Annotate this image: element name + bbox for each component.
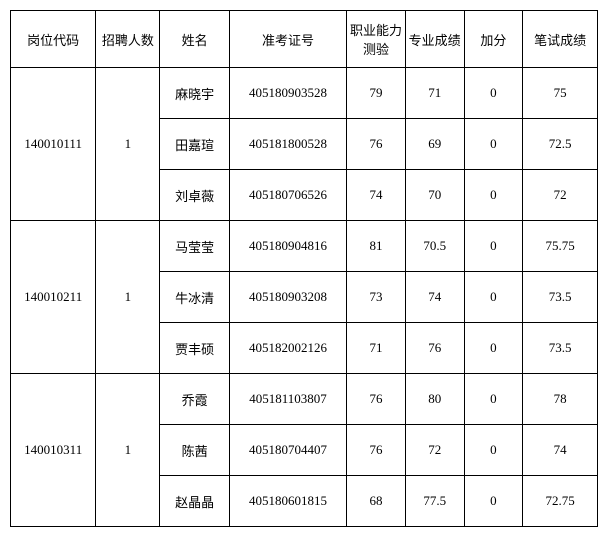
cell-ability: 76 bbox=[347, 374, 406, 425]
cell-name: 乔霞 bbox=[160, 374, 229, 425]
cell-post-code: 140010311 bbox=[11, 374, 96, 527]
cell-bonus: 0 bbox=[464, 221, 523, 272]
cell-exam-no: 405180704407 bbox=[229, 425, 346, 476]
cell-bonus: 0 bbox=[464, 374, 523, 425]
cell-post-code: 140010211 bbox=[11, 221, 96, 374]
header-exam-no: 准考证号 bbox=[229, 11, 346, 68]
table-body: 1400101111麻晓宇4051809035287971075田嘉瑄40518… bbox=[11, 68, 598, 527]
cell-name: 马莹莹 bbox=[160, 221, 229, 272]
cell-major: 71 bbox=[405, 68, 464, 119]
cell-major: 77.5 bbox=[405, 476, 464, 527]
header-post-code: 岗位代码 bbox=[11, 11, 96, 68]
header-bonus: 加分 bbox=[464, 11, 523, 68]
cell-ability: 71 bbox=[347, 323, 406, 374]
cell-bonus: 0 bbox=[464, 476, 523, 527]
cell-name: 陈茜 bbox=[160, 425, 229, 476]
cell-major: 70 bbox=[405, 170, 464, 221]
cell-post-code: 140010111 bbox=[11, 68, 96, 221]
cell-ability: 68 bbox=[347, 476, 406, 527]
cell-bonus: 0 bbox=[464, 272, 523, 323]
cell-exam-no: 405180903208 bbox=[229, 272, 346, 323]
cell-written: 75.75 bbox=[523, 221, 598, 272]
header-recruit-count: 招聘人数 bbox=[96, 11, 160, 68]
cell-written: 72 bbox=[523, 170, 598, 221]
cell-major: 69 bbox=[405, 119, 464, 170]
header-name: 姓名 bbox=[160, 11, 229, 68]
header-ability: 职业能力测验 bbox=[347, 11, 406, 68]
cell-bonus: 0 bbox=[464, 425, 523, 476]
cell-written: 73.5 bbox=[523, 323, 598, 374]
cell-exam-no: 405180904816 bbox=[229, 221, 346, 272]
cell-name: 麻晓宇 bbox=[160, 68, 229, 119]
cell-recruit-count: 1 bbox=[96, 68, 160, 221]
cell-exam-no: 405181800528 bbox=[229, 119, 346, 170]
cell-major: 72 bbox=[405, 425, 464, 476]
table-row: 1400102111马莹莹4051809048168170.5075.75 bbox=[11, 221, 598, 272]
cell-ability: 74 bbox=[347, 170, 406, 221]
cell-name: 赵晶晶 bbox=[160, 476, 229, 527]
cell-ability: 73 bbox=[347, 272, 406, 323]
cell-ability: 81 bbox=[347, 221, 406, 272]
header-major: 专业成绩 bbox=[405, 11, 464, 68]
cell-name: 田嘉瑄 bbox=[160, 119, 229, 170]
cell-major: 80 bbox=[405, 374, 464, 425]
header-written: 笔试成绩 bbox=[523, 11, 598, 68]
cell-written: 73.5 bbox=[523, 272, 598, 323]
cell-written: 74 bbox=[523, 425, 598, 476]
cell-name: 刘卓薇 bbox=[160, 170, 229, 221]
cell-bonus: 0 bbox=[464, 119, 523, 170]
results-table: 岗位代码 招聘人数 姓名 准考证号 职业能力测验 专业成绩 加分 笔试成绩 14… bbox=[10, 10, 598, 527]
cell-ability: 79 bbox=[347, 68, 406, 119]
cell-exam-no: 405182002126 bbox=[229, 323, 346, 374]
cell-exam-no: 405181103807 bbox=[229, 374, 346, 425]
cell-name: 贾丰硕 bbox=[160, 323, 229, 374]
cell-written: 72.5 bbox=[523, 119, 598, 170]
cell-written: 78 bbox=[523, 374, 598, 425]
cell-written: 72.75 bbox=[523, 476, 598, 527]
cell-written: 75 bbox=[523, 68, 598, 119]
header-row: 岗位代码 招聘人数 姓名 准考证号 职业能力测验 专业成绩 加分 笔试成绩 bbox=[11, 11, 598, 68]
table-row: 1400101111麻晓宇4051809035287971075 bbox=[11, 68, 598, 119]
cell-exam-no: 405180903528 bbox=[229, 68, 346, 119]
cell-recruit-count: 1 bbox=[96, 374, 160, 527]
cell-major: 74 bbox=[405, 272, 464, 323]
cell-exam-no: 405180706526 bbox=[229, 170, 346, 221]
cell-ability: 76 bbox=[347, 119, 406, 170]
cell-recruit-count: 1 bbox=[96, 221, 160, 374]
cell-exam-no: 405180601815 bbox=[229, 476, 346, 527]
cell-bonus: 0 bbox=[464, 170, 523, 221]
cell-bonus: 0 bbox=[464, 323, 523, 374]
cell-name: 牛冰清 bbox=[160, 272, 229, 323]
cell-bonus: 0 bbox=[464, 68, 523, 119]
cell-major: 76 bbox=[405, 323, 464, 374]
cell-ability: 76 bbox=[347, 425, 406, 476]
cell-major: 70.5 bbox=[405, 221, 464, 272]
table-row: 1400103111乔霞4051811038077680078 bbox=[11, 374, 598, 425]
